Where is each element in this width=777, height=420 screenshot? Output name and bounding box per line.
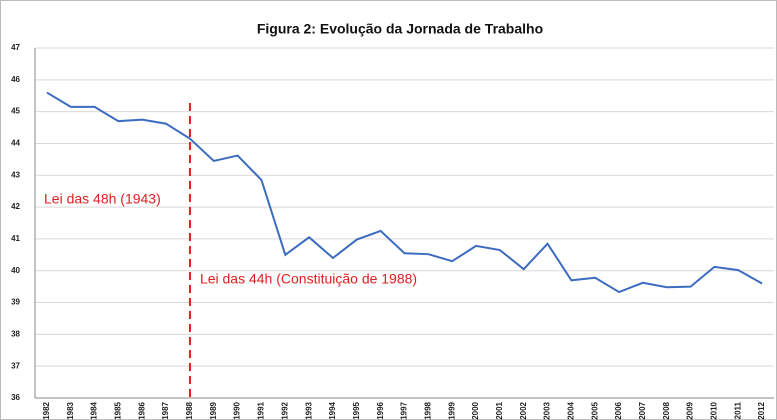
y-tick-label: 46 bbox=[11, 75, 20, 84]
x-tick-label: 2000 bbox=[471, 401, 480, 419]
x-tick-label: 1994 bbox=[328, 401, 337, 419]
x-tick-label: 1991 bbox=[257, 401, 266, 419]
x-tick-label: 1998 bbox=[423, 401, 432, 419]
x-tick-label: 2011 bbox=[733, 401, 742, 419]
x-tick-label: 2007 bbox=[638, 401, 647, 419]
x-tick-label: 1992 bbox=[280, 401, 289, 419]
x-tick-label: 2005 bbox=[590, 401, 599, 419]
x-tick-label: 1987 bbox=[161, 401, 170, 419]
x-tick-label: 1988 bbox=[185, 401, 194, 419]
x-tick-label: 1997 bbox=[400, 401, 409, 419]
x-tick-label: 2001 bbox=[495, 401, 504, 419]
data-line bbox=[46, 91, 763, 294]
x-tick-label: 1985 bbox=[114, 401, 123, 419]
x-tick-label: 1993 bbox=[304, 401, 313, 419]
chart-title: Figura 2: Evolução da Jornada de Trabalh… bbox=[257, 21, 543, 37]
y-tick-label: 43 bbox=[11, 170, 20, 179]
y-tick-label: 40 bbox=[11, 266, 20, 275]
x-tick-label: 2003 bbox=[543, 401, 552, 419]
y-tick-label: 37 bbox=[11, 361, 20, 370]
y-tick-label: 39 bbox=[11, 298, 20, 307]
x-tick-label: 1990 bbox=[233, 401, 242, 419]
x-tick-label: 2002 bbox=[519, 401, 528, 419]
y-tick-label: 45 bbox=[11, 107, 20, 116]
y-tick-label: 41 bbox=[11, 234, 20, 243]
x-tick-label: 2004 bbox=[566, 401, 575, 419]
x-tick-label: 2012 bbox=[757, 401, 766, 419]
annotation: Lei das 48h (1943) bbox=[44, 191, 161, 207]
y-tick-label: 44 bbox=[11, 139, 20, 148]
x-tick-label: 1983 bbox=[66, 401, 75, 419]
y-tick-label: 42 bbox=[11, 202, 20, 211]
x-tick-label: 1999 bbox=[447, 401, 456, 419]
x-tick-label: 1982 bbox=[42, 401, 51, 419]
y-tick-label: 36 bbox=[11, 393, 20, 402]
x-tick-label: 1986 bbox=[137, 401, 146, 419]
x-tick-label: 2006 bbox=[614, 401, 623, 419]
y-tick-label: 47 bbox=[11, 43, 20, 52]
x-tick-label: 2009 bbox=[686, 401, 695, 419]
x-tick-label: 1989 bbox=[209, 401, 218, 419]
y-tick-label: 38 bbox=[11, 329, 20, 338]
x-tick-label: 2010 bbox=[710, 401, 719, 419]
x-tick-label: 2008 bbox=[662, 401, 671, 419]
x-tick-label: 1996 bbox=[376, 401, 385, 419]
annotation: Lei das 44h (Constituição de 1988) bbox=[200, 271, 417, 287]
x-tick-label: 1984 bbox=[90, 401, 99, 419]
x-tick-label: 1995 bbox=[352, 401, 361, 419]
